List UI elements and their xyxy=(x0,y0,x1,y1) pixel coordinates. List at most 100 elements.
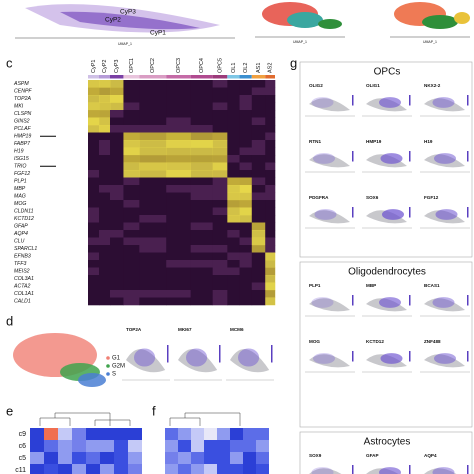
heatmap-f-cell xyxy=(191,464,204,474)
heatmap-f-cell xyxy=(256,428,269,440)
heatmap-cell xyxy=(139,192,167,201)
heatmap-e-cell xyxy=(86,452,100,464)
heatmap-cell xyxy=(123,177,140,186)
column-label: CyP2 xyxy=(102,60,108,73)
feature-title: SOX6 xyxy=(366,195,379,200)
column-colorbar xyxy=(166,75,191,79)
heatmap-cell xyxy=(88,297,100,306)
heatmap-cell xyxy=(123,117,140,126)
heatmap-cell xyxy=(166,117,191,126)
heatmap-cell xyxy=(110,87,124,96)
heatmap-cell xyxy=(265,95,276,103)
row-label: c11 xyxy=(15,467,26,474)
column-colorbar xyxy=(190,75,213,79)
heatmap-e-cell xyxy=(86,440,100,452)
heatmap-e-cell xyxy=(128,452,142,464)
heatmap-cell xyxy=(123,155,140,163)
heatmap-cell xyxy=(99,222,111,231)
heatmap-cell xyxy=(190,207,213,216)
heatmap-cell xyxy=(265,267,276,276)
heatmap-e-cell xyxy=(44,440,58,452)
heatmap-cell xyxy=(110,177,124,186)
heatmap-cell xyxy=(251,245,266,253)
heatmap-cell xyxy=(166,252,191,261)
heatmap-cell xyxy=(110,260,124,268)
heatmap-cell xyxy=(251,297,266,306)
heatmap-cell xyxy=(139,207,167,216)
heatmap-cell xyxy=(190,80,213,88)
heatmap-cell xyxy=(190,245,213,253)
gene-label: H19 xyxy=(14,149,24,155)
heatmap-cell xyxy=(139,222,167,231)
heatmap-cell xyxy=(190,230,213,238)
heatmap-f-cell xyxy=(243,464,256,474)
heatmap-cell xyxy=(212,222,228,231)
legend-swatch xyxy=(106,364,110,368)
heatmap-cell xyxy=(110,230,124,238)
heatmap-cell xyxy=(239,230,253,238)
heatmap-f-cell xyxy=(230,464,243,474)
gene-label: CLU xyxy=(14,239,25,245)
heatmap-e-cell xyxy=(128,440,142,452)
feature-title: GFAP xyxy=(366,453,379,458)
heatmap-cell xyxy=(265,200,276,208)
heatmap-cell xyxy=(166,215,191,223)
heatmap-cell xyxy=(99,200,111,208)
heatmap-cell xyxy=(212,102,228,111)
feature-title: HMP19 xyxy=(366,139,382,144)
feature-scale xyxy=(271,345,273,363)
heatmap-cell xyxy=(166,260,191,268)
feature-signal xyxy=(432,97,455,108)
heatmap-cell xyxy=(239,87,253,96)
heatmap-cell xyxy=(190,185,213,193)
heatmap-cell xyxy=(190,297,213,306)
heatmap-cell xyxy=(212,282,228,291)
heatmap-cell xyxy=(251,177,266,186)
heatmap-cell xyxy=(239,125,253,133)
gene-label: MAG xyxy=(14,194,26,200)
heatmap-cell xyxy=(227,185,240,193)
heatmap-cell xyxy=(99,125,111,133)
column-colorbar xyxy=(99,75,110,79)
heatmap-cell xyxy=(123,170,140,178)
heatmap-cell xyxy=(239,237,253,246)
gene-label: COL3A1 xyxy=(14,276,34,282)
feature-scale xyxy=(352,465,354,474)
heatmap-cell xyxy=(166,177,191,186)
heatmap-cell xyxy=(239,185,253,193)
heatmap-cell xyxy=(239,162,253,171)
heatmap-cell xyxy=(251,230,266,238)
feature-signal xyxy=(314,209,337,220)
gene-label: PLP1 xyxy=(14,179,27,185)
heatmap-cell xyxy=(139,267,167,276)
heatmap-cell xyxy=(239,95,253,103)
feature-scale xyxy=(409,351,411,362)
feature-scale xyxy=(352,207,354,218)
heatmap-cell xyxy=(139,185,167,193)
heatmap-f-cell xyxy=(178,440,191,452)
heatmap-cell xyxy=(88,102,100,111)
gene-label: AQP4 xyxy=(13,231,28,237)
heatmap-e-cell xyxy=(72,428,86,440)
heatmap-cell xyxy=(265,117,276,126)
column-colorbar xyxy=(251,75,266,79)
heatmap-cell xyxy=(190,132,213,141)
heatmap-cell xyxy=(139,290,167,298)
gene-label: CALD1 xyxy=(14,299,31,305)
legend-label: S xyxy=(112,372,116,378)
feature-cloud xyxy=(424,98,465,112)
heatmap-cell xyxy=(251,80,266,88)
panel-letter: c xyxy=(6,55,13,70)
heatmap-cell xyxy=(99,162,111,171)
heatmap-cell xyxy=(190,222,213,231)
heatmap-cell xyxy=(88,290,100,298)
heatmap-cell xyxy=(190,117,213,126)
feature-scale xyxy=(467,95,469,106)
feature-cloud xyxy=(309,354,350,368)
heatmap-cell xyxy=(139,110,167,118)
heatmap-cell xyxy=(239,252,253,261)
column-colorbar xyxy=(227,75,240,79)
heatmap-cell xyxy=(139,147,167,156)
heatmap-f-cell xyxy=(204,464,217,474)
row-label: c9 xyxy=(19,431,27,438)
